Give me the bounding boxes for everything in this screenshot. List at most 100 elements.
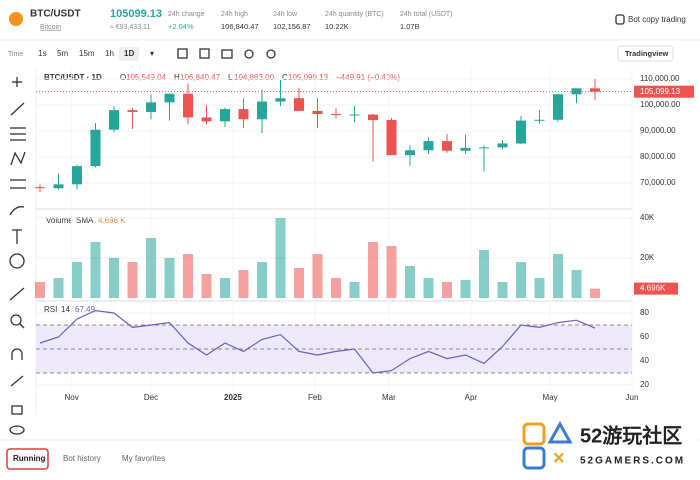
stat-label: 24h total (USDT) (400, 11, 453, 18)
candle-body (275, 98, 286, 102)
ohlc-item: O (120, 73, 126, 82)
x-tick-label: Dec (144, 393, 158, 402)
candle-body (294, 98, 304, 111)
y-tick-label: 20 (640, 380, 649, 389)
toolbar-item[interactable]: 15m (79, 49, 95, 58)
svg-text:×: × (553, 447, 565, 469)
ohlc-item: 104,863.00 (234, 73, 275, 82)
candle-body (90, 129, 101, 167)
stat-value: 102,156.87 (273, 22, 311, 31)
stat-label: 24h low (273, 11, 298, 18)
toolbar-item[interactable]: 5m (57, 49, 68, 58)
vol-sub: SMA (76, 216, 94, 225)
view-box[interactable] (617, 45, 674, 62)
legend: BTC/USDT · 1D (44, 73, 102, 82)
left-tools (9, 77, 26, 435)
x-tick-label: Mar (382, 393, 396, 402)
volume-bar (442, 282, 452, 298)
tab[interactable]: Bot history (63, 454, 101, 463)
volume-bar (590, 288, 600, 298)
volume-bar (460, 280, 471, 298)
candle-body (53, 184, 64, 189)
candle-body (164, 93, 175, 103)
stat-value: +2.04% (168, 22, 194, 31)
ohlc-item: 106,840.47 (180, 73, 221, 82)
candle-body (460, 147, 471, 151)
candle-body (479, 147, 489, 149)
toolbar-item: Time (8, 51, 23, 58)
stat-value: 10.22K (325, 22, 349, 31)
y-tick-label: 40 (640, 356, 649, 365)
y-tick-label: 80,000.00 (640, 152, 676, 161)
volume-bar (164, 258, 175, 298)
x-tick-label: Nov (65, 393, 79, 402)
stat-label: 24h high (221, 11, 248, 18)
volume-bar (553, 254, 563, 298)
candle-body (516, 120, 526, 144)
ohlc-item: 105,549.04 (126, 73, 167, 82)
volume-bar (349, 282, 360, 298)
ohlc-item: H (174, 73, 180, 82)
y-tick-label: 90,000.00 (640, 126, 676, 135)
candle-body (35, 187, 45, 189)
coin-icon (9, 12, 23, 26)
volume-bar (534, 278, 545, 298)
volume-bar (368, 242, 378, 298)
toolbar-item[interactable]: 1s (38, 49, 46, 58)
pair[interactable]: BTC/USDT (30, 9, 81, 20)
bot-copy-text[interactable]: Bot copy trading (628, 15, 686, 24)
candle-body (349, 114, 360, 116)
vol-sma: 4.696 K (98, 216, 126, 225)
last-volume-tag (634, 282, 678, 295)
volume-bar (516, 262, 526, 298)
volume-bar (146, 238, 156, 298)
tab[interactable]: Running (13, 454, 46, 463)
candle-body (423, 141, 434, 151)
stat-value: 106,840.47 (221, 22, 259, 31)
asset[interactable]: Bitcoin (40, 24, 61, 31)
candle-body (201, 117, 212, 122)
view[interactable]: Tradingview (625, 49, 669, 58)
last-price-tag (634, 85, 694, 98)
wm-name: 52游玩社区 (580, 423, 682, 447)
stat-label: 24h change (168, 11, 205, 18)
volume-bar (405, 266, 415, 298)
toolbar-item[interactable]: 1D (124, 49, 134, 58)
legend-title: BTC/USDT · 1D (44, 73, 102, 82)
volume-bar (72, 262, 82, 298)
volume-bar (386, 246, 397, 298)
volume-bar (90, 242, 101, 298)
y-tick-label: 110,000.00 (640, 74, 680, 83)
volume-bar (479, 250, 489, 298)
volume-bar (312, 254, 323, 298)
tab[interactable]: My favorites (122, 454, 165, 463)
y-tick-label: 60 (640, 332, 649, 341)
rsi-title: RSI (44, 305, 57, 314)
candle-body (109, 110, 119, 130)
rsi-line (39, 309, 596, 374)
toolbar-item[interactable]: 1h (105, 49, 114, 58)
price-eur: ≈ €93,433.11 (110, 24, 150, 31)
candle-body (127, 110, 138, 112)
tf-dropdown[interactable]: ▾ (150, 49, 154, 58)
y-tick-label: 40K (640, 213, 655, 222)
candle-body (146, 102, 156, 112)
volume-bar (294, 268, 304, 298)
candle-body (497, 143, 508, 148)
candle-body (257, 101, 267, 120)
last-price-label: 105,099.13 (640, 87, 681, 96)
candle-body (405, 150, 415, 156)
volume-bar (238, 270, 249, 298)
volume-bar (275, 218, 286, 298)
candle-body (312, 110, 323, 115)
tf-active (119, 47, 139, 61)
x-tick-label: 2025 (224, 393, 242, 402)
volume-bar (183, 254, 193, 298)
wm-site: 52GAMERS.COM (580, 456, 685, 467)
toolbar-icons (177, 48, 276, 59)
volume-bar (331, 278, 341, 298)
candle-body (220, 109, 230, 122)
watermark: × 52游玩社区 52GAMERS.COM (518, 420, 698, 474)
